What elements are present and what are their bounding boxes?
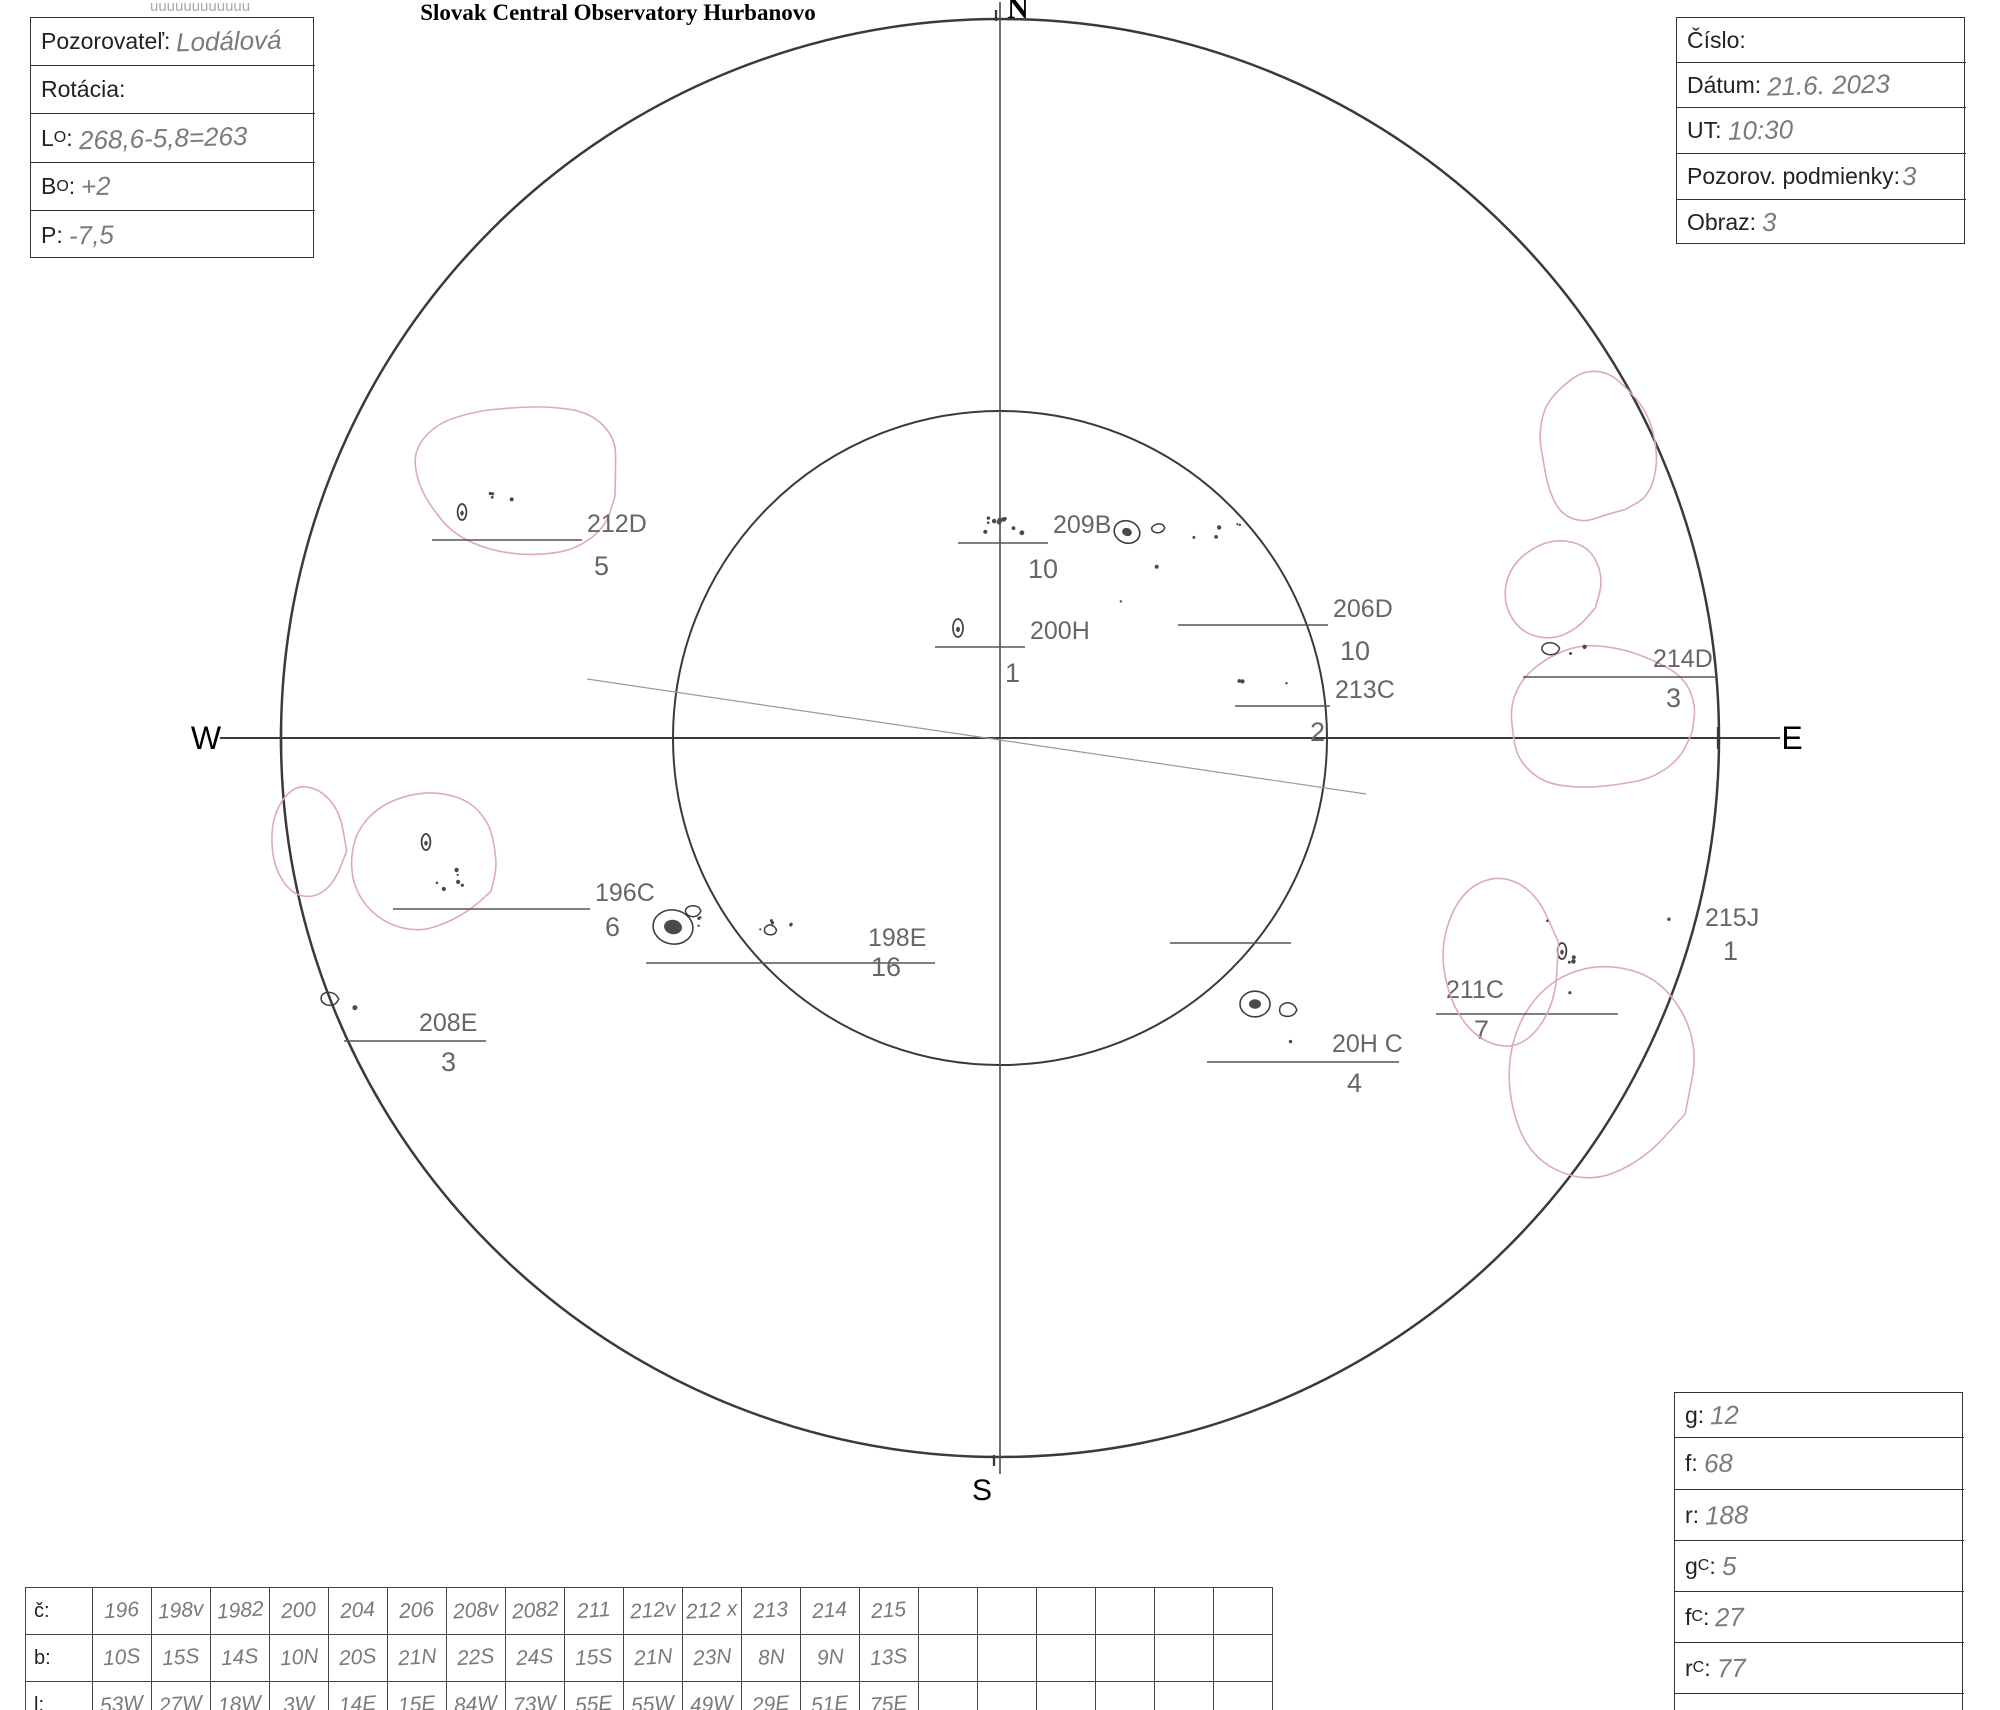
svg-text:212D: 212D (587, 510, 647, 538)
svg-text:200H: 200H (1030, 617, 1090, 645)
svg-text:W: W (191, 720, 222, 756)
svg-text:213C: 213C (1335, 676, 1395, 704)
svg-text:S: S (972, 1474, 992, 1507)
svg-text:3: 3 (441, 1047, 456, 1077)
svg-text:16: 16 (871, 952, 901, 982)
svg-text:208E: 208E (419, 1009, 477, 1037)
svg-text:196C: 196C (595, 879, 655, 907)
svg-text:206D: 206D (1333, 595, 1393, 623)
svg-text:215J: 215J (1705, 904, 1759, 932)
svg-text:uuuuuuuuuuuu: uuuuuuuuuuuu (150, 0, 250, 15)
svg-text:10: 10 (1340, 636, 1370, 666)
svg-text:1: 1 (1723, 936, 1738, 966)
svg-text:214D: 214D (1653, 645, 1713, 673)
svg-text:20H C: 20H C (1332, 1030, 1403, 1058)
svg-text:10: 10 (1028, 554, 1058, 584)
svg-text:N: N (1007, 0, 1029, 25)
svg-text:3: 3 (1666, 683, 1681, 713)
svg-text:198E: 198E (868, 924, 926, 952)
svg-text:2: 2 (1310, 717, 1325, 747)
svg-text:211C: 211C (1446, 976, 1504, 1004)
svg-text:E: E (1781, 720, 1802, 756)
svg-text:1: 1 (1005, 658, 1020, 688)
svg-text:209B: 209B (1053, 511, 1111, 539)
svg-text:5: 5 (594, 551, 609, 581)
svg-text:4: 4 (1347, 1068, 1362, 1098)
svg-text:6: 6 (605, 912, 620, 942)
svg-text:Slovak Central Observatory Hur: Slovak Central Observatory Hurbanovo (420, 0, 815, 25)
